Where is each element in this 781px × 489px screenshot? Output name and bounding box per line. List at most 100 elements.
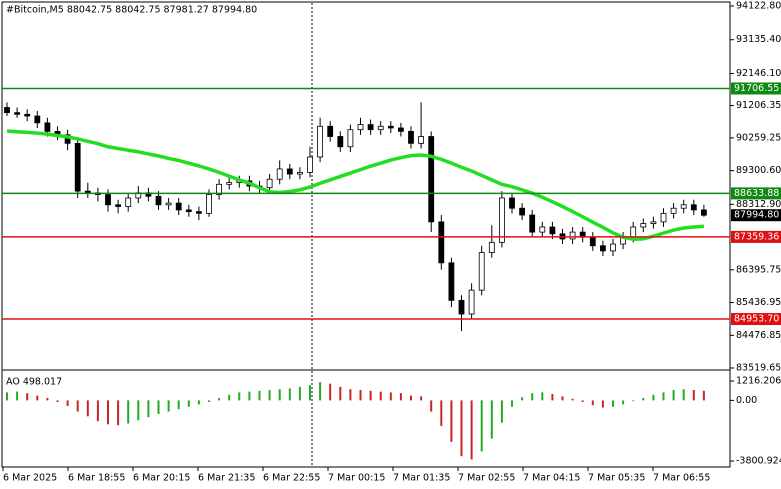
candle-body xyxy=(650,221,657,224)
x-tick-label: 7 Mar 06:55 xyxy=(653,473,710,484)
candle-body xyxy=(337,136,344,148)
candle-body xyxy=(226,182,233,185)
x-tick-label: 6 Mar 20:15 xyxy=(133,473,190,484)
candle-body xyxy=(660,212,667,223)
candle-body xyxy=(680,204,687,209)
candle-body xyxy=(549,226,556,235)
level-label: 84953.70 xyxy=(734,314,779,325)
candle-body xyxy=(377,125,384,131)
candle-body xyxy=(24,113,31,117)
ao-label: AO 498.017 xyxy=(6,377,62,388)
last-price-tag xyxy=(731,209,781,222)
candle-body xyxy=(418,136,425,144)
level-label: 88633.88 xyxy=(734,188,779,199)
y-tick-label: 90259.25 xyxy=(736,132,781,143)
candle-body xyxy=(74,142,81,192)
y-tick-label: 88312.90 xyxy=(736,199,781,210)
x-tick-label: 6 Mar 18:55 xyxy=(68,473,125,484)
candle-body xyxy=(155,195,162,206)
y-tick-label: 92146.10 xyxy=(736,68,781,79)
candle-body xyxy=(4,107,10,114)
candle-body xyxy=(84,190,91,194)
frame xyxy=(1,1,731,468)
x-tick-label: 7 Mar 04:15 xyxy=(523,473,580,484)
y-tick-label: 86395.75 xyxy=(736,264,781,275)
candle-body xyxy=(317,125,324,158)
candle-body xyxy=(701,209,707,216)
candle-body xyxy=(428,136,435,223)
level-tag xyxy=(731,313,781,326)
level-label: 87359.36 xyxy=(734,231,779,242)
x-tick-label: 7 Mar 05:35 xyxy=(588,473,645,484)
x-tick-label: 7 Mar 00:15 xyxy=(328,473,385,484)
x-tick-label: 6 Mar 21:35 xyxy=(198,473,255,484)
candle-body xyxy=(488,241,495,253)
candle-body xyxy=(539,226,546,233)
ao-tick-label: -3800.924 xyxy=(736,456,781,467)
x-tick-label: 6 Mar 22:55 xyxy=(263,473,320,484)
candle-body xyxy=(509,197,515,209)
x-tick-label: 6 Mar 2025 xyxy=(3,473,57,484)
candle-body xyxy=(296,171,303,175)
candle-body xyxy=(589,236,596,247)
last-price-label: 87994.80 xyxy=(734,210,779,221)
candle-body xyxy=(569,231,576,240)
candle-body xyxy=(670,207,677,214)
candle-body xyxy=(387,125,394,129)
candle-body xyxy=(14,112,21,115)
ao-tick-label: 0.00 xyxy=(736,395,757,406)
candle-body xyxy=(397,127,404,132)
candle-body xyxy=(600,245,606,252)
y-tick-label: 85436.95 xyxy=(736,297,781,308)
candle-body xyxy=(519,207,525,216)
candle-body xyxy=(408,130,414,144)
candle-body xyxy=(44,122,51,132)
y-tick-label: 94122.80 xyxy=(736,1,781,12)
level-tag xyxy=(731,82,781,95)
candle-body xyxy=(327,125,334,137)
candle-body xyxy=(266,178,273,189)
candle-body xyxy=(630,226,637,238)
y-tick-label: 84476.85 xyxy=(736,330,781,341)
level-tag xyxy=(731,187,781,200)
candle-body xyxy=(357,124,364,131)
candle-body xyxy=(640,223,647,228)
candle-body xyxy=(347,129,354,148)
ao-panel xyxy=(6,382,705,460)
candle-body xyxy=(448,262,455,301)
moving-average xyxy=(6,129,705,242)
level-label: 91706.55 xyxy=(734,83,779,94)
y-tick-label: 91206.35 xyxy=(736,100,781,111)
y-tick-label: 89300.60 xyxy=(736,165,781,176)
candle-body xyxy=(195,211,202,214)
candle-body xyxy=(115,204,121,207)
candle-body xyxy=(185,209,192,213)
level-tag xyxy=(731,230,781,243)
candle-body xyxy=(610,243,616,252)
candle-body xyxy=(216,183,223,195)
candle-body xyxy=(105,194,111,206)
candle-body xyxy=(276,168,283,180)
candle-body xyxy=(438,221,445,264)
candle-body xyxy=(690,204,697,211)
chart-title: #Bitcoin,M5 88042.75 88042.75 87981.27 8… xyxy=(6,5,257,16)
y-tick-label: 83519.65 xyxy=(736,363,781,374)
candle-body xyxy=(206,194,212,214)
candle-body xyxy=(165,202,172,206)
ao-tick-label: 1216.206 xyxy=(736,376,781,387)
x-tick-label: 7 Mar 02:55 xyxy=(458,473,515,484)
candle-body xyxy=(307,156,313,173)
candle-body xyxy=(34,115,41,124)
candle-body xyxy=(468,289,475,315)
candle-body xyxy=(367,124,374,131)
candle-body xyxy=(286,168,293,175)
candle-body xyxy=(529,214,536,233)
candle-body xyxy=(478,252,485,291)
candle-body xyxy=(458,299,465,315)
y-tick-label: 93135.40 xyxy=(736,34,781,45)
candle-body xyxy=(498,197,505,243)
x-tick-label: 7 Mar 01:35 xyxy=(393,473,450,484)
candle-body xyxy=(125,197,132,207)
main-panel xyxy=(4,102,707,332)
